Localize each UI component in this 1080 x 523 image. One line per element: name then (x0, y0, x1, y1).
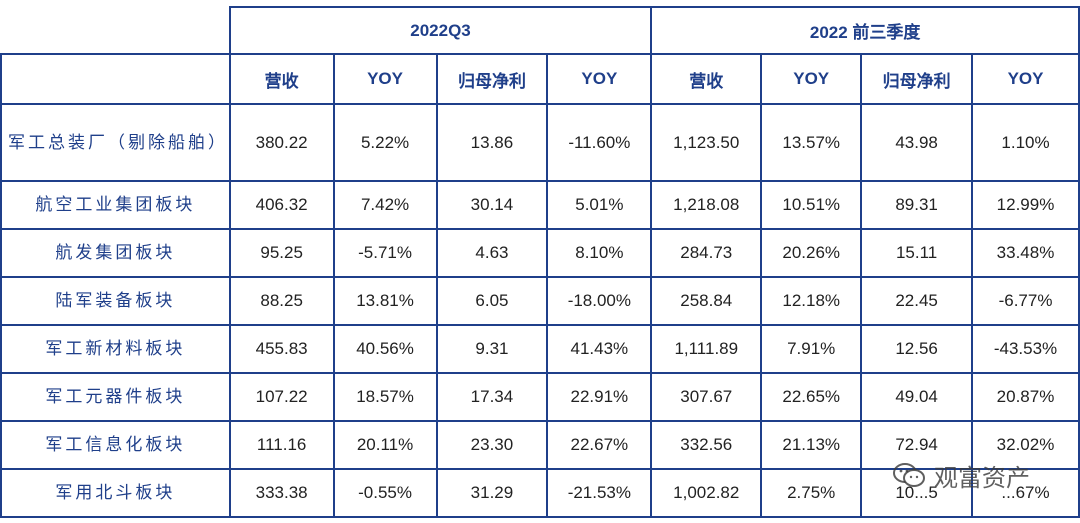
table-cell: 32.02% (971, 420, 1080, 470)
table-cell: 1,123.50 (650, 103, 763, 182)
wechat-icon (892, 462, 926, 488)
table-cell: 6.05 (435, 276, 549, 326)
row-label: 军工信息化板块 (0, 420, 231, 470)
row-label: 航空工业集团板块 (0, 180, 231, 230)
table-cell: -0.55% (332, 468, 438, 518)
table-cell: 40.56% (332, 324, 438, 374)
table-cell: 333.38 (228, 468, 335, 518)
table-row: 军工信息化板块 111.16 20.11% 23.30 22.67% 332.5… (0, 420, 1080, 470)
table-cell: 22.67% (546, 420, 653, 470)
table-cell: 41.43% (546, 324, 653, 374)
table-cell: 13.86 (435, 103, 549, 182)
row-label: 陆军装备板块 (0, 276, 231, 326)
table-cell: 20.26% (760, 228, 863, 278)
table-row: 军工元器件板块 107.22 18.57% 17.34 22.91% 307.6… (0, 372, 1080, 422)
table-cell: -5.71% (332, 228, 438, 278)
table-cell: 43.98 (860, 103, 974, 182)
table-cell: 72.94 (860, 420, 974, 470)
table-cell: 31.29 (435, 468, 549, 518)
table-cell: 5.22% (332, 103, 438, 182)
table-cell: 111.16 (228, 420, 335, 470)
table-cell: 107.22 (228, 372, 335, 422)
table-cell: 9.31 (435, 324, 549, 374)
table-cell: 33.48% (971, 228, 1080, 278)
table-cell: 455.83 (228, 324, 335, 374)
column-header: YOY (971, 53, 1080, 105)
table-cell: 49.04 (860, 372, 974, 422)
row-label: 航发集团板块 (0, 228, 231, 278)
table-cell: 7.91% (760, 324, 863, 374)
table-cell: 258.84 (650, 276, 763, 326)
table-cell: 2.75% (760, 468, 863, 518)
table-cell: 4.63 (435, 228, 549, 278)
table-cell: -6.77% (971, 276, 1080, 326)
table-row: 军用北斗板块 333.38 -0.55% 31.29 -21.53% 1,002… (0, 468, 1080, 518)
group-header-row: 2022Q3 2022 前三季度 (1, 6, 1080, 55)
watermark: 观富资产 (892, 455, 1030, 495)
table-cell: 20.11% (332, 420, 438, 470)
table-cell: 89.31 (860, 180, 974, 230)
table-cell: 1,002.82 (650, 468, 763, 518)
column-header-blank (0, 53, 231, 105)
table-cell: 12.99% (971, 180, 1080, 230)
table-cell: 23.30 (435, 420, 549, 470)
table-cell: 22.45 (860, 276, 974, 326)
table-cell: 95.25 (228, 228, 335, 278)
column-header-row: 营收 YOY 归母净利 YOY 营收 YOY 归母净利 YOY (0, 53, 1080, 105)
table-cell: 17.34 (435, 372, 549, 422)
table-row: 航空工业集团板块 406.32 7.42% 30.14 5.01% 1,218.… (0, 180, 1080, 230)
table-cell: 22.91% (546, 372, 653, 422)
table-cell: 15.11 (860, 228, 974, 278)
group-header-2022-ytd: 2022 前三季度 (650, 6, 1080, 55)
table-cell: 1,111.89 (650, 324, 763, 374)
table-cell: 1,218.08 (650, 180, 763, 230)
table-cell: 21.13% (760, 420, 863, 470)
table-cell: 18.57% (332, 372, 438, 422)
table-cell: 22.65% (760, 372, 863, 422)
table-cell: 20.87% (971, 372, 1080, 422)
data-table: 2022Q3 2022 前三季度 营收 YOY 归母净利 YOY 营收 YOY … (0, 6, 1080, 518)
table-row: 陆军装备板块 88.25 13.81% 6.05 -18.00% 258.84 … (0, 276, 1080, 326)
row-label: 军工总装厂（剔除船舶） (0, 103, 231, 182)
table-cell: 13.57% (760, 103, 863, 182)
table-cell: 7.42% (332, 180, 438, 230)
table-cell: 284.73 (650, 228, 763, 278)
table-cell: 1.10% (971, 103, 1080, 182)
table-cell: 13.81% (332, 276, 438, 326)
table-cell: 406.32 (228, 180, 335, 230)
table-cell: 88.25 (228, 276, 335, 326)
table-cell: 307.67 (650, 372, 763, 422)
row-label: 军工元器件板块 (0, 372, 231, 422)
column-header: 归母净利 (435, 53, 549, 105)
column-header: 归母净利 (860, 53, 974, 105)
table-cell: 380.22 (228, 103, 335, 182)
table-cell: 12.56 (860, 324, 974, 374)
table-cell: -11.60% (546, 103, 653, 182)
table-row: 军工总装厂（剔除船舶） 380.22 5.22% 13.86 -11.60% 1… (0, 103, 1080, 182)
column-header: YOY (760, 53, 863, 105)
table-cell: 12.18% (760, 276, 863, 326)
column-header: 营收 (650, 53, 763, 105)
column-header: YOY (332, 53, 438, 105)
table-row: 航发集团板块 95.25 -5.71% 4.63 8.10% 284.73 20… (0, 228, 1080, 278)
table-cell: 8.10% (546, 228, 653, 278)
table-row: 军工新材料板块 455.83 40.56% 9.31 41.43% 1,111.… (0, 324, 1080, 374)
corner-cell (1, 7, 231, 55)
table-cell: -21.53% (546, 468, 653, 518)
table-cell: 332.56 (650, 420, 763, 470)
row-label: 军工新材料板块 (0, 324, 231, 374)
table-cell: 5.01% (546, 180, 653, 230)
column-header: 营收 (228, 53, 335, 105)
table-cell: -18.00% (546, 276, 653, 326)
group-header-2022q3: 2022Q3 (228, 6, 653, 55)
table-cell: 30.14 (435, 180, 549, 230)
column-header: YOY (546, 53, 653, 105)
table-cell: 10.51% (760, 180, 863, 230)
watermark-text: 观富资产 (934, 463, 1030, 492)
row-label: 军用北斗板块 (0, 468, 231, 518)
table-cell: ...67% (971, 468, 1080, 518)
table-cell: -43.53% (971, 324, 1080, 374)
